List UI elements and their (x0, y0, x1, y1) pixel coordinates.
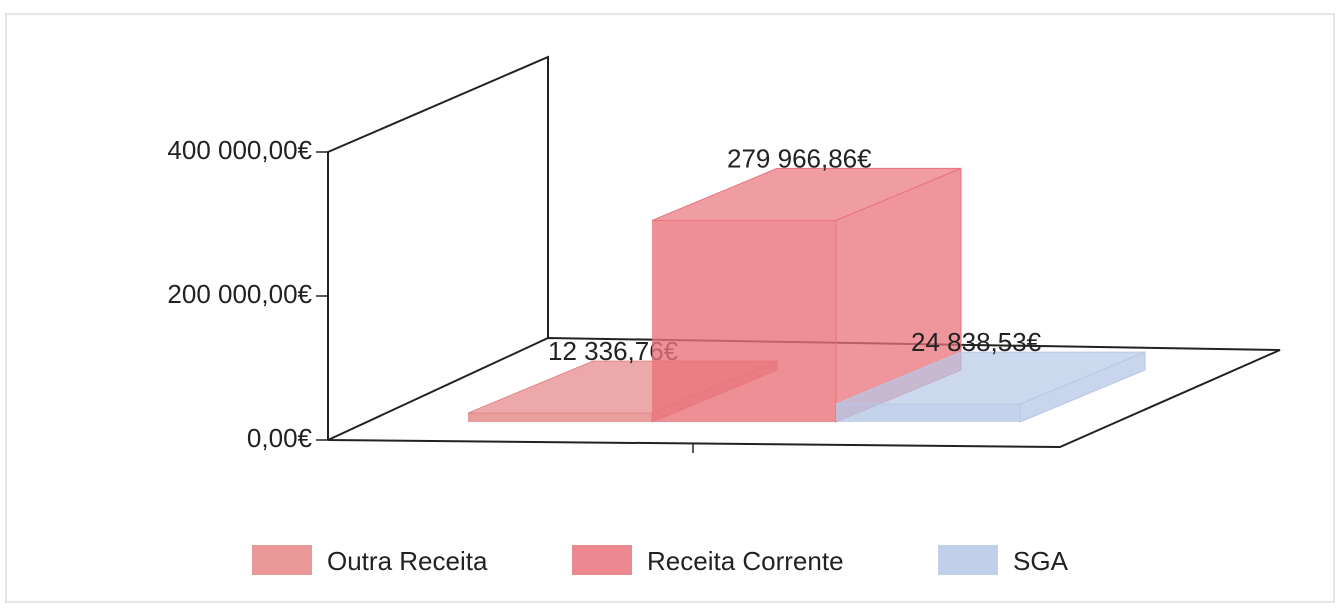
frame (5, 13, 1335, 603)
legend-swatch (252, 545, 312, 575)
legend-label: Receita Corrente (647, 546, 844, 576)
y-tick-label: 400 000,00€ (167, 135, 312, 165)
value-label: 279 966,86€ (727, 143, 872, 173)
legend-swatch (572, 545, 632, 575)
legend-label: SGA (1013, 546, 1069, 576)
bar (836, 404, 1020, 422)
bar (652, 220, 836, 422)
legend-swatch (938, 545, 998, 575)
wall (327, 55, 549, 440)
floor (327, 336, 1281, 449)
value-label: 24 838,53€ (911, 327, 1042, 357)
legend-label: Outra Receita (327, 546, 488, 576)
bar (468, 413, 652, 422)
y-tick-label: 200 000,00€ (167, 279, 312, 309)
y-tick-label: 0,00€ (247, 423, 313, 453)
